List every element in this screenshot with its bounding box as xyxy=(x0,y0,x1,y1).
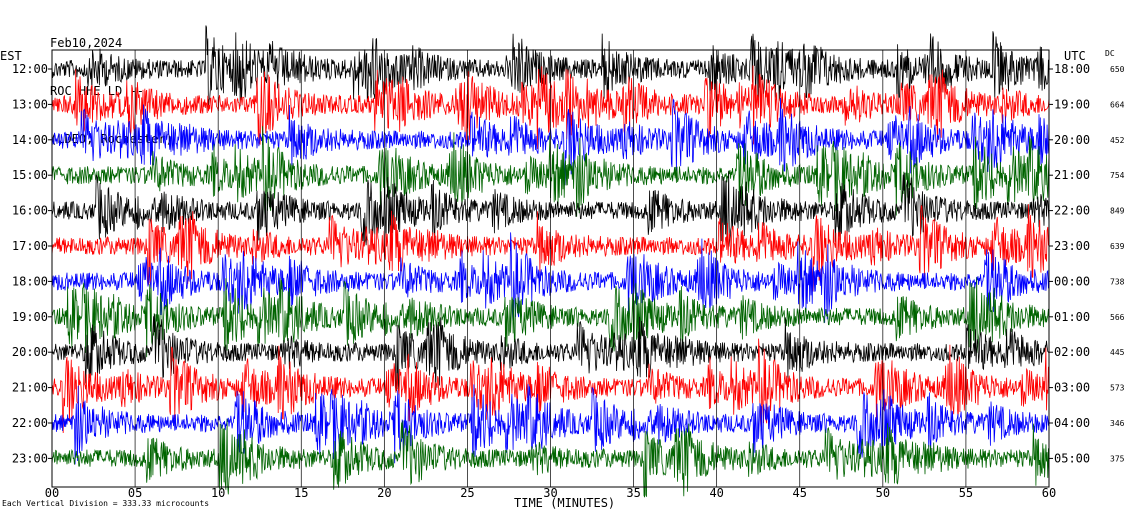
est-heading: EST xyxy=(0,49,22,63)
est-label: 23:00 xyxy=(12,451,48,465)
utc-label: 19:00 xyxy=(1054,97,1090,111)
dc-value: 849 xyxy=(1110,207,1125,216)
dc-value: 754 xyxy=(1110,171,1125,180)
utc-label: 05:00 xyxy=(1054,451,1090,465)
utc-label: 02:00 xyxy=(1054,345,1090,359)
est-label: 21:00 xyxy=(12,381,48,395)
est-label: 19:00 xyxy=(12,310,48,324)
dc-value: 346 xyxy=(1110,419,1125,428)
est-label: 12:00 xyxy=(12,62,48,76)
utc-label: 18:00 xyxy=(1054,62,1090,76)
utc-heading: UTC xyxy=(1064,49,1086,63)
header-date: Feb10,2024 xyxy=(50,36,123,50)
x-tick-label: 15 xyxy=(294,486,308,500)
chart-axes xyxy=(48,49,1053,488)
est-label: 17:00 xyxy=(12,239,48,253)
est-label: 15:00 xyxy=(12,168,48,182)
dc-value: 664 xyxy=(1110,100,1125,109)
est-label: 20:00 xyxy=(12,345,48,359)
dc-value: 452 xyxy=(1110,136,1125,145)
utc-label: 03:00 xyxy=(1054,381,1090,395)
footnote-scale: Each Vertical Division = 333.33 microcou… xyxy=(2,499,210,508)
utc-label: 04:00 xyxy=(1054,416,1090,430)
est-label: 18:00 xyxy=(12,274,48,288)
x-tick-label: 20 xyxy=(377,486,391,500)
utc-label: 23:00 xyxy=(1054,239,1090,253)
utc-label: 01:00 xyxy=(1054,310,1090,324)
dc-value: 566 xyxy=(1110,313,1125,322)
x-tick-label: 40 xyxy=(709,486,723,500)
x-axis-label: TIME (MINUTES) xyxy=(514,496,616,510)
est-label: 16:00 xyxy=(12,204,48,218)
utc-label: 00:00 xyxy=(1054,274,1090,288)
x-tick-label: 55 xyxy=(959,486,973,500)
est-label: 22:00 xyxy=(12,416,48,430)
dc-value: 639 xyxy=(1110,242,1125,251)
x-tick-label: 35 xyxy=(626,486,640,500)
utc-label: 21:00 xyxy=(1054,168,1090,182)
x-tick-label: 25 xyxy=(460,486,474,500)
x-tick-label: 60 xyxy=(1042,486,1056,500)
dc-value: 573 xyxy=(1110,384,1125,393)
header-station: ROC HHE LD -- xyxy=(50,84,144,98)
est-label: 14:00 xyxy=(12,133,48,147)
utc-label: 22:00 xyxy=(1054,204,1090,218)
plot-frame xyxy=(51,49,1050,488)
x-tick-label: 45 xyxy=(793,486,807,500)
x-tick-label: 30 xyxy=(543,486,557,500)
x-tick-label: 50 xyxy=(876,486,890,500)
dc-value: 650 xyxy=(1110,65,1125,74)
dc-heading: DC xyxy=(1105,49,1115,58)
x-tick-label: 05 xyxy=(128,486,142,500)
x-tick-label: 10 xyxy=(211,486,225,500)
est-label: 13:00 xyxy=(12,97,48,111)
dc-value: 375 xyxy=(1110,454,1125,463)
utc-label: 20:00 xyxy=(1054,133,1090,147)
dc-value: 738 xyxy=(1110,277,1125,286)
dc-value: 445 xyxy=(1110,348,1125,357)
x-tick-label: 00 xyxy=(45,486,59,500)
